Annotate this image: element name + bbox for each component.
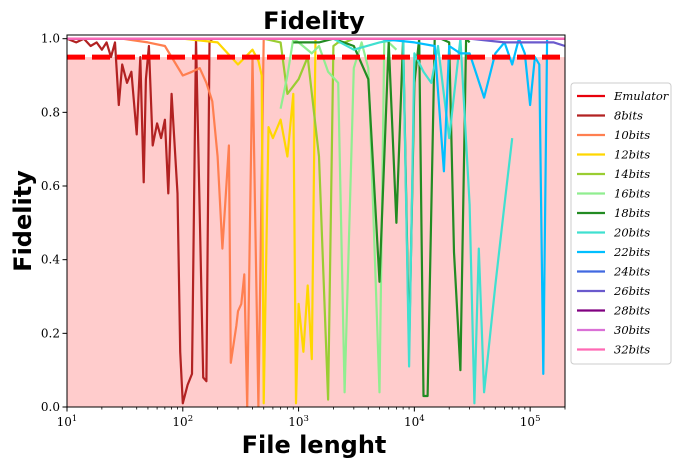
x-tick-label: 101 xyxy=(57,414,78,429)
legend-label: 10bits xyxy=(614,128,650,142)
y-tick-label: 1.0 xyxy=(41,32,60,46)
chart-title: Fidelity xyxy=(263,7,365,35)
legend-label: 18bits xyxy=(614,206,650,220)
legend-label: Emulator xyxy=(613,89,670,103)
legend-label: 8bits xyxy=(614,109,643,123)
y-tick-label: 0.6 xyxy=(41,179,60,193)
legend-frame xyxy=(571,83,671,364)
legend-label: 22bits xyxy=(613,245,650,259)
x-axis-ticks: 101 102 103 104 105 xyxy=(57,407,565,429)
y-tick-label: 0.8 xyxy=(41,105,60,119)
legend-label: 16bits xyxy=(614,187,650,201)
y-axis-label: Fidelity xyxy=(9,170,37,272)
legend-label: 32bits xyxy=(614,343,650,357)
legend-label: 30bits xyxy=(614,323,650,337)
x-tick-label: 103 xyxy=(288,414,309,429)
y-axis-ticks: 0.0 0.2 0.4 0.6 0.8 1.0 xyxy=(41,32,67,414)
legend-label: 12bits xyxy=(614,148,650,162)
legend-label: 28bits xyxy=(613,304,650,318)
legend-label: 24bits xyxy=(613,265,650,279)
legend-label: 20bits xyxy=(613,226,650,240)
y-tick-label: 0.0 xyxy=(41,400,60,414)
x-tick-label: 105 xyxy=(520,414,541,429)
y-tick-label: 0.4 xyxy=(41,253,60,267)
y-tick-label: 0.2 xyxy=(41,326,60,340)
x-tick-label: 104 xyxy=(404,414,425,429)
legend-label: 26bits xyxy=(613,284,650,298)
x-axis-label: File lenght xyxy=(242,431,387,459)
legend: Emulator 8bits 10bits 12bits 14bits 16bits 18b… xyxy=(571,83,671,364)
legend-label: 14bits xyxy=(614,167,650,181)
x-tick-label: 102 xyxy=(172,414,193,429)
